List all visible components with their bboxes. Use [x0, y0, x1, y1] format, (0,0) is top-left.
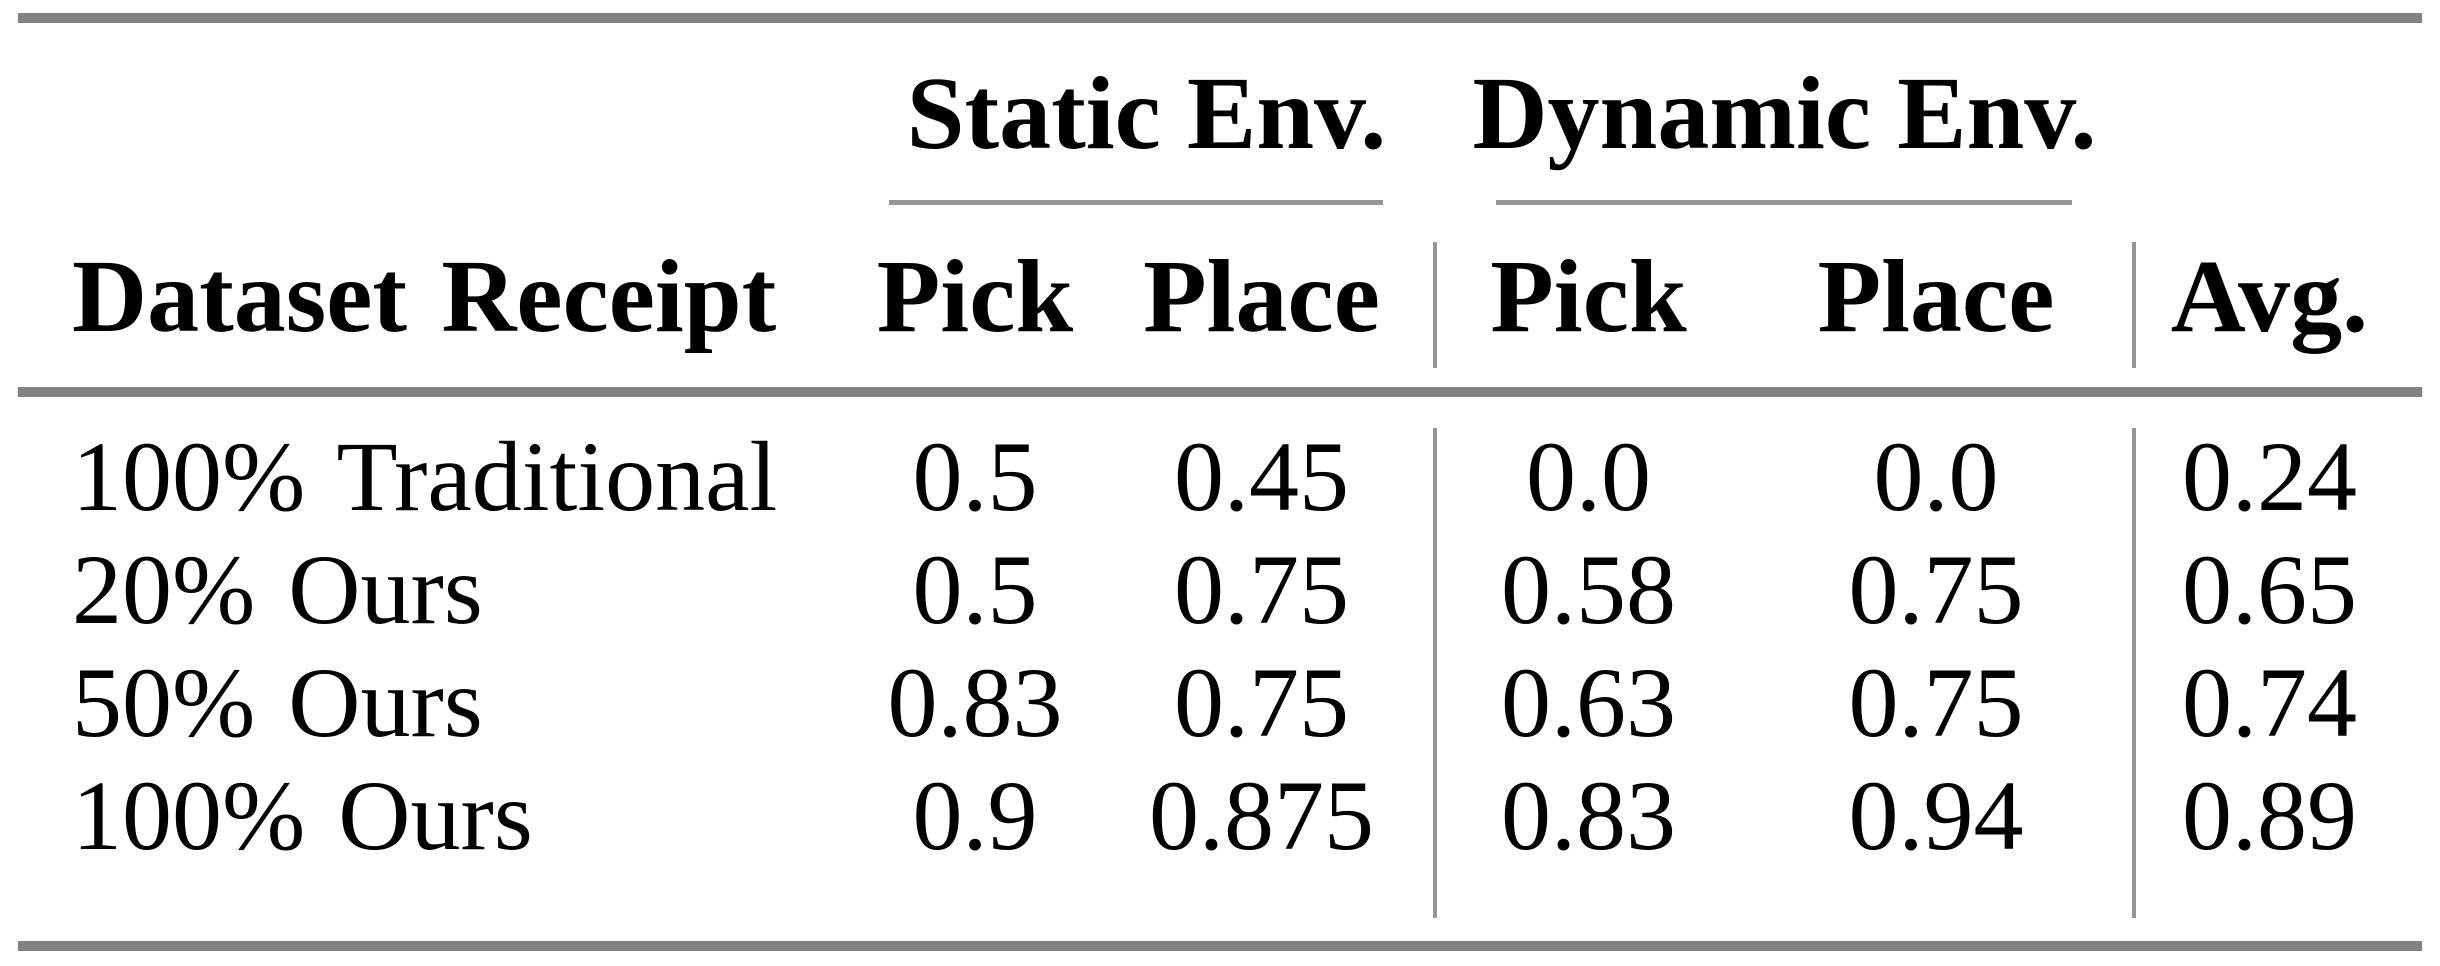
cell-avg: 0.65	[2182, 534, 2357, 645]
table-row: 20% Ours 0.5 0.75 0.58 0.75 0.65	[0, 540, 2440, 653]
cell-static-place: 0.75	[1174, 647, 1349, 758]
cell-avg: 0.89	[2182, 760, 2357, 871]
table-row: 50% Ours 0.83 0.75 0.63 0.75 0.74	[0, 653, 2440, 766]
dynamic-env-cmidrule	[1496, 200, 2072, 205]
col-group-dynamic-env: Dynamic Env.	[1472, 56, 2097, 171]
cell-dynamic-pick: 0.83	[1501, 760, 1676, 871]
cell-static-place: 0.75	[1174, 534, 1349, 645]
cell-dynamic-place: 0.75	[1848, 534, 2024, 645]
cell-avg: 0.74	[2182, 647, 2357, 758]
cell-dataset-label: 100% Traditional	[72, 421, 778, 532]
cell-dynamic-place: 0.94	[1848, 760, 2024, 871]
vertical-rule-1-body	[1433, 428, 1437, 918]
cell-avg: 0.24	[2182, 421, 2357, 532]
cell-dynamic-pick: 0.58	[1501, 534, 1676, 645]
cell-dynamic-place: 0.0	[1873, 421, 1999, 532]
col-group-static-env: Static Env.	[906, 56, 1387, 171]
cell-static-place: 0.45	[1174, 421, 1349, 532]
cell-static-pick: 0.5	[912, 534, 1038, 645]
table-header-row: Dataset Receipt Pick Place Pick Place Av…	[0, 245, 2440, 358]
header-dataset-receipt: Dataset Receipt	[72, 239, 777, 354]
cell-static-pick: 0.83	[887, 647, 1063, 758]
header-dynamic-pick: Pick	[1490, 239, 1687, 354]
cell-dynamic-place: 0.75	[1848, 647, 2024, 758]
table-row: 100% Traditional 0.5 0.45 0.0 0.0 0.24	[0, 427, 2440, 540]
header-dynamic-place: Place	[1817, 239, 2055, 354]
table-top-rule	[18, 13, 2422, 23]
table-row: 100% Ours 0.9 0.875 0.83 0.94 0.89	[0, 766, 2440, 879]
cell-dataset-label: 50% Ours	[72, 647, 483, 758]
table-bottom-rule	[18, 941, 2422, 951]
cell-dynamic-pick: 0.63	[1501, 647, 1676, 758]
header-static-pick: Pick	[876, 239, 1074, 354]
cell-static-pick: 0.5	[912, 421, 1038, 532]
vertical-rule-2-header	[2132, 242, 2136, 368]
cell-dataset-label: 20% Ours	[72, 534, 483, 645]
cell-dynamic-pick: 0.0	[1526, 421, 1651, 532]
header-avg: Avg.	[2170, 239, 2369, 354]
vertical-rule-1-header	[1433, 242, 1437, 368]
cell-static-pick: 0.9	[912, 760, 1038, 871]
static-env-cmidrule	[889, 200, 1383, 205]
header-static-place: Place	[1143, 239, 1380, 354]
cell-dataset-label: 100% Ours	[72, 760, 533, 871]
table-header-midrule	[18, 387, 2422, 397]
vertical-rule-2-body	[2132, 428, 2136, 918]
cell-static-place: 0.875	[1149, 760, 1374, 871]
